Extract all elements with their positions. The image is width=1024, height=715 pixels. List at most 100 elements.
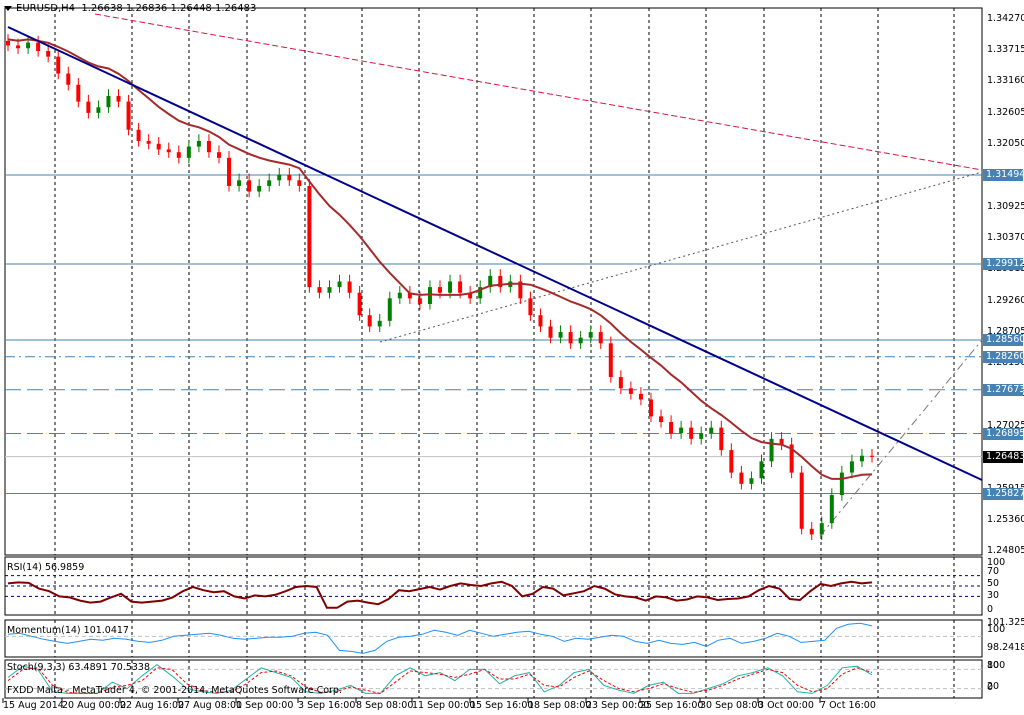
candle-body: [146, 140, 151, 144]
triangle-down-icon[interactable]: [4, 5, 12, 11]
rsi-label: RSI(14) 56.9859: [7, 562, 85, 573]
candle-body: [518, 281, 523, 299]
rsi-axis-tick: 100: [987, 557, 1006, 568]
channel-line: [379, 171, 983, 343]
candle-body: [317, 287, 322, 293]
symbol-label: EURUSD,H4: [16, 3, 76, 14]
candle-body: [789, 444, 794, 473]
candle-body: [779, 438, 784, 445]
candle-body: [799, 472, 804, 529]
candle-body: [186, 146, 191, 158]
time-tick: 23 Sep 00:00: [586, 700, 650, 711]
level-price-tag: 1.31494: [983, 169, 1024, 182]
time-tick: 3 Oct 00:00: [758, 700, 814, 711]
time-tick: 20 Aug 00:00: [62, 700, 127, 711]
candle-body: [849, 461, 854, 473]
price-tick: 1.32605: [987, 106, 1024, 118]
time-tick: 18 Sep 08:00: [528, 700, 592, 711]
stoch-axis-tick: 0: [987, 682, 994, 693]
candle-body: [166, 149, 171, 153]
support-trendline: [819, 339, 983, 537]
stoch-signal-line: [7, 667, 873, 694]
stoch-axis-tick: 20: [987, 681, 1000, 692]
momentum-panel-frame: [4, 619, 983, 658]
price-tick: 1.27025: [987, 420, 1024, 432]
candle-body: [578, 337, 583, 344]
candle-body: [699, 433, 704, 439]
momentum-axis-tick: 100: [987, 624, 1006, 635]
candle-body: [206, 140, 211, 153]
candle-body: [638, 393, 643, 400]
candle-body: [839, 472, 844, 496]
momentum-label: Momentum(14) 101.0417: [7, 625, 129, 636]
candle-body: [588, 332, 593, 338]
candle-body: [417, 298, 422, 304]
candle-body: [478, 287, 483, 299]
price-tick: 1.30370: [987, 232, 1024, 244]
candle-body: [448, 281, 453, 293]
time-tick: 7 Oct 16:00: [820, 700, 876, 711]
candle-body: [397, 292, 402, 299]
price-tick: 1.30925: [987, 201, 1024, 212]
price-tick: 1.33715: [987, 44, 1024, 56]
main-panel-frame: [4, 7, 983, 556]
candle-body: [377, 320, 382, 327]
rsi-axis-tick: 30: [987, 590, 1000, 601]
candle-body: [66, 73, 71, 85]
candle-body: [709, 427, 714, 434]
rsi-axis-tick: 70: [987, 566, 1000, 577]
candle-body: [116, 96, 121, 102]
level-price-tag: 1.26895: [983, 427, 1024, 440]
candle-body: [859, 455, 864, 462]
moving-average-line: [7, 38, 873, 480]
candle-body: [528, 298, 533, 316]
candle-body: [307, 185, 312, 288]
candle-body: [136, 129, 141, 141]
candle-body: [6, 40, 10, 46]
time-tick: 15 Aug 2014: [3, 700, 64, 711]
candle-body: [488, 275, 493, 288]
candle-body: [196, 140, 201, 147]
candle-body: [277, 174, 282, 181]
candle-body: [538, 315, 543, 327]
candle-body: [36, 42, 41, 52]
candle-body: [156, 143, 161, 150]
candle-body: [568, 332, 573, 344]
price-tick: 1.28705: [987, 325, 1024, 337]
candle-body: [829, 495, 834, 524]
candle-body: [548, 326, 553, 338]
rsi-axis-tick: 0: [987, 604, 994, 615]
time-tick: 22 Aug 16:00: [120, 700, 185, 711]
candle-body: [357, 292, 362, 316]
candle-body: [749, 478, 754, 484]
time-tick: 25 Sep 16:00: [640, 700, 704, 711]
candle-body: [458, 281, 463, 293]
ohlc-values: 1.26638 1.26836 1.26448 1.26483: [81, 3, 257, 14]
candle-body: [769, 438, 774, 462]
candle-body: [86, 101, 91, 113]
candle-body: [659, 416, 664, 423]
rsi-axis-tick: 50: [987, 578, 1000, 589]
price-tick: 1.33160: [987, 75, 1024, 87]
candle-body: [176, 152, 181, 158]
candle-body: [689, 427, 694, 439]
price-tick: 1.24805: [987, 545, 1024, 556]
stoch-panel-frame: [4, 659, 983, 699]
time-tick: 3 Sep 16:00: [298, 700, 356, 711]
candle-body: [76, 84, 81, 102]
price-tick: 1.25360: [987, 513, 1024, 525]
chart-title: EURUSD,H4 1.26638 1.26836 1.26448 1.2648…: [4, 3, 256, 14]
copyright-text: FXDD Malta - MetaTrader 4, © 2001-2014, …: [7, 685, 342, 696]
candle-body: [287, 174, 292, 181]
stoch-main-line: [7, 663, 873, 694]
momentum-axis-tick: 101.3259: [987, 617, 1024, 628]
candle-body: [227, 157, 232, 186]
rsi-line: [7, 580, 873, 609]
price-tick: 1.29260: [987, 294, 1024, 306]
level-price-tag: 1.28260: [983, 350, 1024, 363]
descending-trendline: [7, 26, 983, 481]
candle-body: [819, 523, 824, 535]
time-tick: 15 Sep 16:00: [470, 700, 534, 711]
time-tick: 11 Sep 00:00: [412, 700, 476, 711]
